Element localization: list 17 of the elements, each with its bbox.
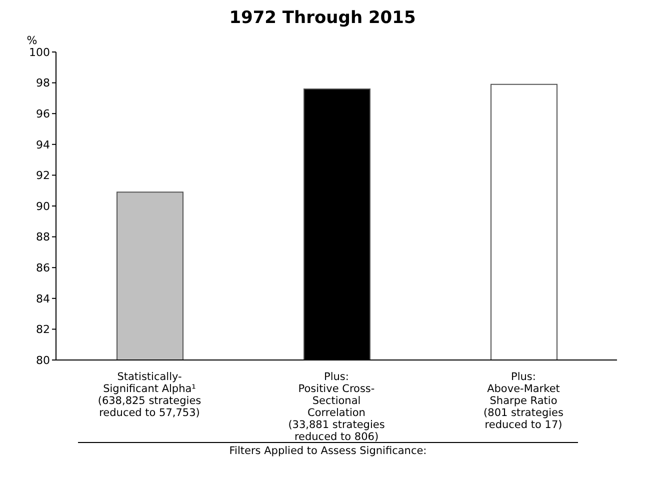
y-tick-label: 90 bbox=[36, 200, 50, 213]
x-tick-label: Plus: Above-Market Sharpe Ratio (801 strategies reduced to 17) bbox=[484, 371, 564, 431]
chart-title: 1972 Through 2015 bbox=[228, 8, 417, 30]
x-tick-label: Plus: Positive Cross- Sectional Correlation (33,881 strategies reduced to 806) bbox=[288, 371, 385, 443]
y-tick-label: 96 bbox=[36, 108, 50, 121]
y-tick-label: 94 bbox=[36, 138, 50, 152]
x-axis-title: Filters Applied to Assess Significance: bbox=[78, 442, 578, 457]
y-tick-label: 80 bbox=[36, 354, 50, 367]
x-tick-label: Statistically- Significant Alpha¹ (638,825 strategies reduced to 57,753) bbox=[98, 371, 202, 419]
y-tick-label: 82 bbox=[36, 323, 50, 336]
y-tick-label: 92 bbox=[36, 169, 50, 182]
y-tick-label: 100 bbox=[29, 46, 50, 59]
y-tick-label: 98 bbox=[36, 76, 50, 90]
y-tick-label: 88 bbox=[36, 230, 50, 244]
y-tick-label: 84 bbox=[36, 292, 50, 306]
y-axis-title: % bbox=[26, 34, 38, 47]
y-tick-label: 86 bbox=[36, 262, 50, 275]
